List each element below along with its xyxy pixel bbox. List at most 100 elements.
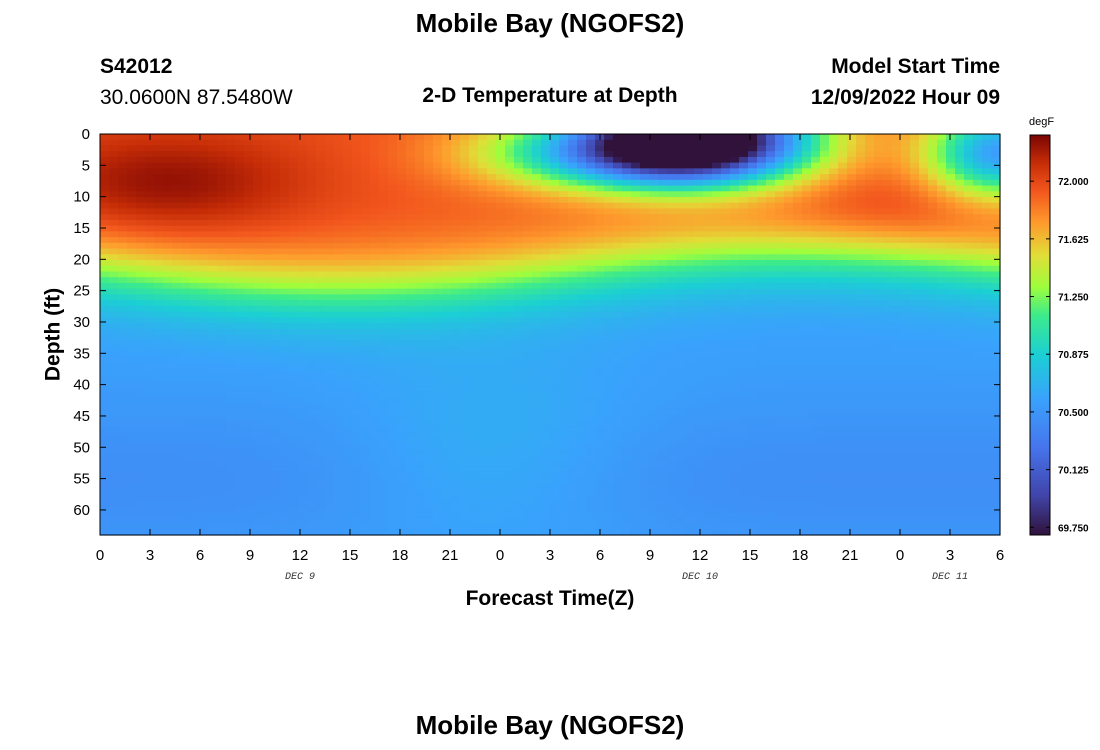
heatmap-cell bbox=[217, 323, 227, 330]
heatmap-cell bbox=[388, 214, 398, 221]
heatmap-cell bbox=[226, 237, 236, 244]
heatmap-cell bbox=[748, 185, 758, 192]
heatmap-cell bbox=[559, 380, 569, 387]
heatmap-cell bbox=[640, 317, 650, 324]
heatmap-cell bbox=[352, 408, 362, 416]
heatmap-cell bbox=[388, 231, 398, 238]
heatmap-cell bbox=[262, 271, 272, 278]
heatmap-cell bbox=[136, 294, 146, 301]
heatmap-cell bbox=[532, 197, 542, 204]
heatmap-cell bbox=[523, 282, 533, 290]
heatmap-cell bbox=[919, 214, 929, 221]
heatmap-cell bbox=[487, 179, 497, 187]
heatmap-cell bbox=[541, 386, 551, 393]
heatmap-cell bbox=[712, 168, 722, 175]
heatmap-cell bbox=[766, 156, 776, 164]
heatmap-cell bbox=[685, 300, 695, 307]
heatmap-cell bbox=[343, 156, 353, 164]
heatmap-cell bbox=[586, 351, 596, 359]
heatmap-cell bbox=[118, 305, 128, 313]
heatmap-cell bbox=[847, 282, 857, 290]
heatmap-cell bbox=[244, 340, 254, 347]
heatmap-cell bbox=[109, 374, 119, 381]
heatmap-cell bbox=[343, 237, 353, 244]
heatmap-cell bbox=[667, 174, 677, 181]
heatmap-cell bbox=[217, 248, 227, 255]
heatmap-cell bbox=[181, 282, 191, 290]
heatmap-cell bbox=[676, 311, 686, 318]
heatmap-cell bbox=[901, 277, 911, 284]
heatmap-cell bbox=[172, 162, 182, 169]
heatmap-cell bbox=[406, 134, 416, 141]
heatmap-cell bbox=[775, 254, 785, 261]
heatmap-cell bbox=[721, 300, 731, 307]
heatmap-cell bbox=[757, 191, 767, 198]
heatmap-cell bbox=[604, 168, 614, 175]
heatmap-cell bbox=[712, 340, 722, 347]
heatmap-cell bbox=[766, 386, 776, 393]
heatmap-cell bbox=[199, 357, 209, 364]
heatmap-cell bbox=[217, 219, 227, 227]
heatmap-cell bbox=[892, 305, 902, 313]
heatmap-cell bbox=[217, 386, 227, 393]
heatmap-cell bbox=[199, 237, 209, 244]
heatmap-cell bbox=[334, 260, 344, 267]
heatmap-cell bbox=[460, 134, 470, 141]
heatmap-cell bbox=[235, 197, 245, 204]
heatmap-cell bbox=[784, 248, 794, 255]
heatmap-cell bbox=[550, 357, 560, 364]
heatmap-cell bbox=[622, 185, 632, 192]
heatmap-cell bbox=[694, 357, 704, 364]
heatmap-cell bbox=[109, 139, 119, 147]
heatmap-cell bbox=[640, 139, 650, 147]
heatmap-cell bbox=[847, 305, 857, 313]
heatmap-cell bbox=[586, 368, 596, 376]
heatmap-cell bbox=[469, 202, 479, 210]
heatmap-cell bbox=[973, 260, 983, 267]
heatmap-cell bbox=[703, 345, 713, 353]
heatmap-cell bbox=[865, 185, 875, 192]
heatmap-cell bbox=[910, 145, 920, 152]
heatmap-cell bbox=[208, 294, 218, 301]
heatmap-cell bbox=[883, 254, 893, 261]
heatmap-cell bbox=[154, 202, 164, 210]
heatmap-cell bbox=[406, 225, 416, 232]
heatmap-cell bbox=[298, 374, 308, 381]
heatmap-cell bbox=[487, 300, 497, 307]
heatmap-cell bbox=[154, 363, 164, 370]
heatmap-cell bbox=[748, 408, 758, 416]
heatmap-cell bbox=[667, 134, 677, 141]
heatmap-cell bbox=[748, 282, 758, 290]
heatmap-cell bbox=[532, 351, 542, 359]
heatmap-cell bbox=[991, 168, 1001, 175]
heatmap-cell bbox=[307, 345, 317, 353]
heatmap-cell bbox=[289, 363, 299, 370]
heatmap-cell bbox=[181, 323, 191, 330]
heatmap-cell bbox=[586, 254, 596, 261]
heatmap-cell bbox=[532, 408, 542, 416]
heatmap-cell bbox=[937, 162, 947, 169]
heatmap-cell bbox=[649, 208, 659, 215]
heatmap-cell bbox=[514, 397, 524, 404]
heatmap-cell bbox=[559, 260, 569, 267]
heatmap-cell bbox=[865, 271, 875, 278]
heatmap-cell bbox=[370, 380, 380, 387]
heatmap-cell bbox=[991, 386, 1001, 393]
heatmap-cell bbox=[757, 248, 767, 255]
heatmap-cell bbox=[568, 408, 578, 416]
heatmap-cell bbox=[253, 408, 263, 416]
heatmap-cell bbox=[136, 300, 146, 307]
heatmap-cell bbox=[109, 334, 119, 341]
heatmap-cell bbox=[280, 242, 290, 250]
heatmap-cell bbox=[370, 219, 380, 227]
heatmap-cell bbox=[163, 380, 173, 387]
heatmap-cell bbox=[739, 340, 749, 347]
heatmap-cell bbox=[838, 334, 848, 341]
heatmap-cell bbox=[523, 340, 533, 347]
heatmap-cell bbox=[127, 397, 137, 404]
heatmap-cell bbox=[622, 139, 632, 147]
heatmap-cell bbox=[127, 191, 137, 198]
heatmap-cell bbox=[685, 391, 695, 399]
heatmap-cell bbox=[343, 386, 353, 393]
heatmap-cell bbox=[316, 408, 326, 416]
